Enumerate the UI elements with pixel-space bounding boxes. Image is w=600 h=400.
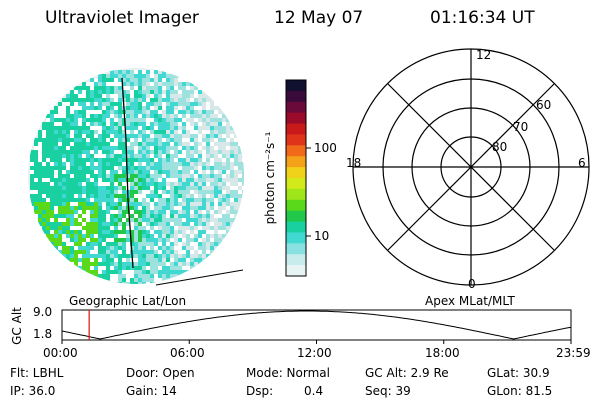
colorbar-segment [286, 188, 306, 201]
altitude-plot [61, 309, 572, 344]
colorbar-segment [286, 134, 306, 146]
gain-info: Gain: 14 [126, 384, 177, 398]
altitude-curve [61, 310, 572, 340]
altitude-xtick-2359: 23:59 [556, 346, 591, 360]
lat-label-70: 70 [513, 120, 529, 134]
dsp-label: Dsp: [246, 384, 274, 398]
mlt-label-6: 6 [578, 156, 586, 170]
mlt-label-0: 0 [468, 277, 476, 291]
altitude-ytick-high: 9.0 [33, 305, 53, 319]
lat-label-80: 80 [492, 140, 508, 154]
altitude-xtick-1200: 12:00 [297, 346, 332, 360]
colorbar-segment [286, 210, 306, 223]
colorbar-segment [286, 178, 306, 190]
altitude-xtick-0000: 00:00 [43, 346, 78, 360]
colorbar-unit-label: photon cm⁻²s⁻¹ [263, 131, 277, 225]
glon-info: GLon: 81.5 [487, 384, 553, 398]
apex-caption: Apex MLat/MLT [425, 294, 515, 308]
lat-label-60: 60 [536, 98, 552, 112]
colorbar-segment [286, 265, 306, 277]
time-label: 01:16:34 UT [430, 8, 535, 28]
mlt-label-12: 12 [476, 48, 492, 62]
mode-info: Mode: Normal [246, 366, 330, 380]
colorbar-segment [286, 101, 306, 114]
filter-info: Flt: LBHL [10, 366, 64, 380]
instrument-title: Ultraviolet Imager [45, 8, 199, 28]
geo-caption: Geographic Lat/Lon [69, 294, 187, 308]
colorbar-segment [286, 232, 306, 244]
polar-diagonal-2 [387, 83, 555, 251]
gc-alt-info: GC Alt: 2.9 Re [365, 366, 449, 380]
glat-info: GLat: 30.9 [487, 366, 550, 380]
altitude-xtick-1800: 18:00 [425, 346, 460, 360]
colorbar-segment [286, 123, 306, 136]
colorbar-segment [286, 167, 306, 179]
colorbar-frame [285, 79, 307, 277]
colorbar-label-10: 10 [314, 229, 330, 243]
terminator-line [121, 77, 134, 269]
altitude-ytick-low: 1.8 [33, 327, 53, 341]
door-info: Door: Open [126, 366, 195, 380]
colorbar-segment [286, 199, 306, 212]
mlt-label-18: 18 [346, 156, 362, 170]
colorbar-segment [286, 221, 306, 234]
limb-line [155, 269, 244, 286]
colorbar-label-100: 100 [314, 141, 337, 155]
date-label: 12 May 07 [274, 8, 364, 28]
colorbar-segment [286, 90, 306, 103]
colorbar-segment [286, 243, 306, 255]
colorbar-segment [286, 80, 306, 92]
seq-info: Seq: 39 [365, 384, 411, 398]
colorbar-segment [286, 156, 306, 168]
dsp-value: 0.4 [304, 384, 324, 398]
altitude-xtick-0600: 06:00 [170, 346, 205, 360]
ip-info: IP: 36.0 [10, 384, 56, 398]
uv-image-disk [28, 68, 244, 284]
colorbar-segment [286, 145, 306, 157]
altitude-ylabel: GC Alt [10, 307, 24, 345]
colorbar-segment [286, 254, 306, 266]
polar-plot [352, 48, 590, 286]
colorbar [286, 80, 306, 277]
colorbar-segment [286, 112, 306, 125]
